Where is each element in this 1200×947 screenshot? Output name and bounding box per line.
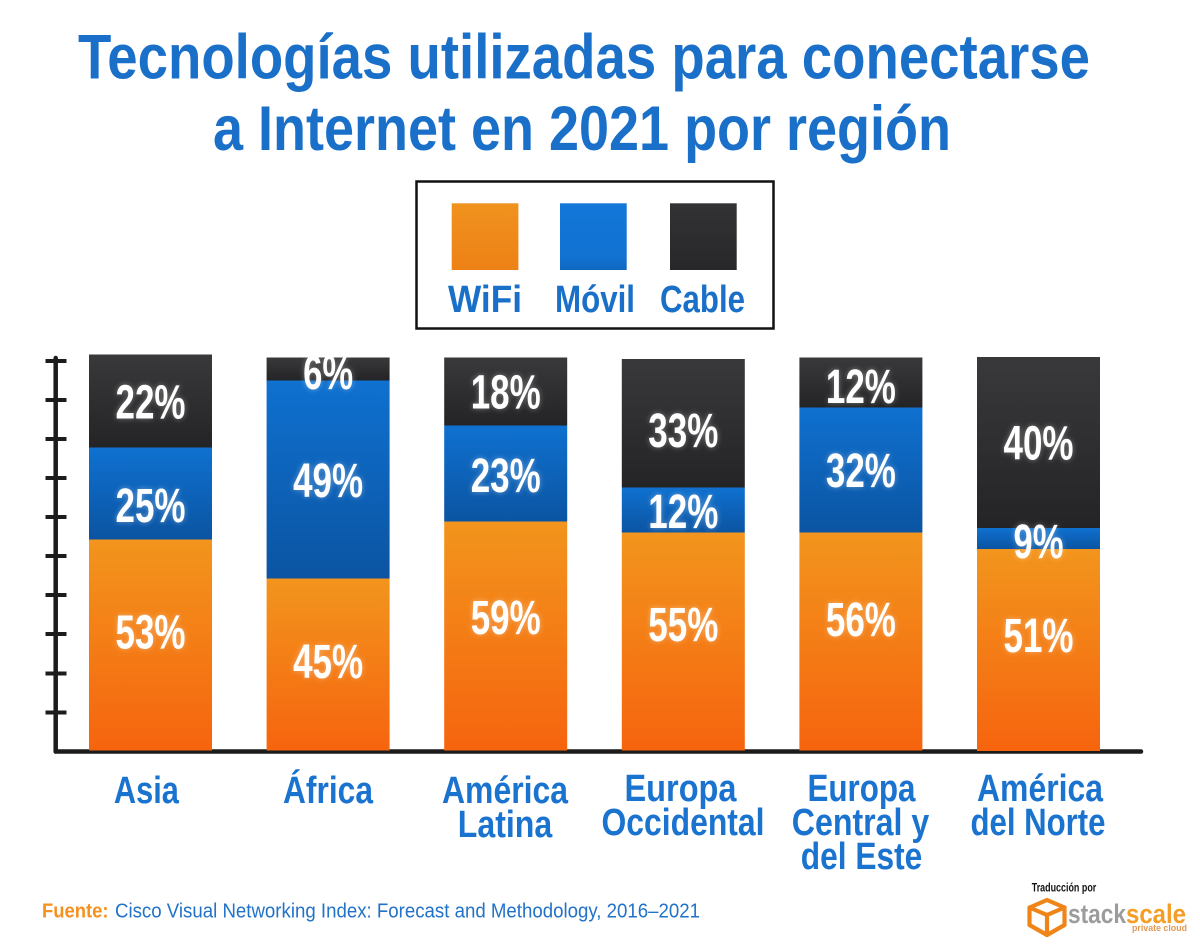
svg-text:9%: 9% [1014,516,1064,569]
svg-text:51%: 51% [1004,610,1074,663]
svg-text:22%: 22% [116,376,186,429]
svg-text:32%: 32% [826,445,896,498]
svg-text:53%: 53% [116,607,186,660]
svg-text:55%: 55% [648,599,718,652]
svg-text:Traducción por: Traducción por [1032,881,1097,895]
svg-text:56%: 56% [826,594,896,647]
svg-text:49%: 49% [293,455,363,508]
svg-text:stack: stack [1068,899,1127,929]
svg-text:Central y: Central y [792,802,930,844]
svg-text:del Este: del Este [801,836,923,878]
svg-text:6%: 6% [303,347,353,400]
svg-text:Occidental: Occidental [602,802,765,844]
svg-text:Cable: Cable [660,279,745,321]
svg-text:33%: 33% [648,405,718,458]
svg-text:África: África [283,768,374,812]
svg-text:América: América [977,768,1104,810]
svg-text:59%: 59% [471,592,541,645]
svg-text:12%: 12% [648,486,718,539]
svg-text:Asia: Asia [114,770,180,812]
svg-text:private cloud: private cloud [1132,923,1187,933]
svg-text:a Internet en 2021 por región: a Internet en 2021 por región [213,94,951,164]
svg-text:40%: 40% [1004,418,1074,471]
svg-text:23%: 23% [471,450,541,503]
svg-text:América: América [442,770,569,812]
svg-text:Europa: Europa [808,768,917,810]
svg-text:Cisco Visual Networking Index:: Cisco Visual Networking Index: Forecast … [115,901,700,923]
svg-text:Móvil: Móvil [555,279,635,321]
svg-text:12%: 12% [826,361,896,414]
svg-text:45%: 45% [293,636,363,689]
svg-text:Latina: Latina [458,804,553,846]
svg-text:Tecnologías utilizadas para co: Tecnologías utilizadas para conectarse [78,23,1090,93]
svg-text:18%: 18% [471,367,541,420]
svg-text:WiFi: WiFi [448,279,522,321]
svg-text:scale: scale [1126,899,1186,929]
svg-text:Fuente:: Fuente: [42,901,109,923]
svg-text:25%: 25% [116,480,186,533]
svg-text:del Norte: del Norte [971,802,1106,844]
svg-text:Europa: Europa [625,768,738,810]
